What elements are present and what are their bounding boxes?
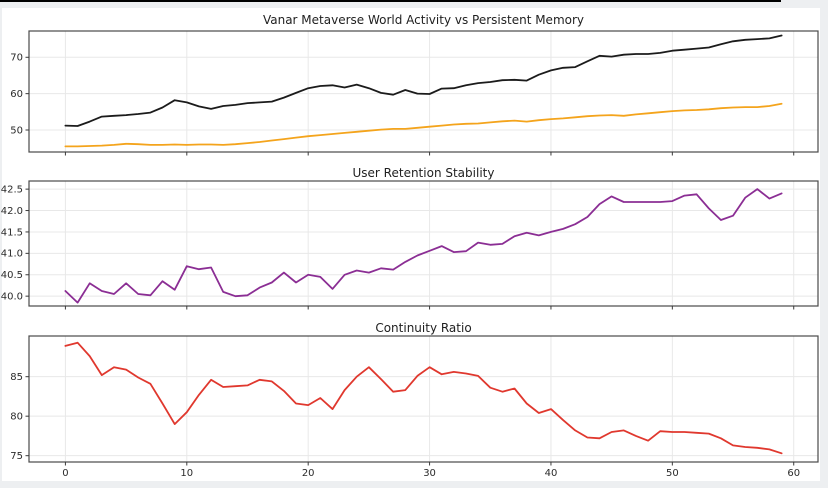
y-tick-label: 40.0 — [1, 292, 23, 303]
window-top-border — [0, 0, 781, 2]
x-tick-label: 10 — [180, 468, 193, 479]
y-tick-label: 80 — [10, 412, 23, 423]
panel2-axes: 40.0 40.5 41.0 41.5 42.0 42.5 — [1, 180, 819, 310]
tick-marks — [25, 188, 795, 310]
axes-spines — [28, 335, 819, 463]
x-tick-label: 20 — [302, 468, 315, 479]
panel1-title: Vanar Metaverse World Activity vs Persis… — [262, 13, 585, 27]
axes-spines — [28, 30, 819, 153]
x-tick-label: 50 — [666, 468, 679, 479]
panel1-axes: 50 60 70 — [10, 30, 819, 156]
y-tick-label: 40.5 — [1, 270, 23, 281]
y-tick-label: 42.5 — [1, 185, 23, 196]
tick-marks — [25, 376, 795, 466]
y-tick-label: 85 — [10, 372, 23, 383]
panel3-axes: 75 80 85 0 10 20 30 40 50 60 — [10, 335, 819, 479]
x-tick-label: 30 — [423, 468, 436, 479]
y-tick-label: 70 — [10, 53, 23, 64]
x-tick-label: 0 — [62, 468, 68, 479]
x-tick-label: 60 — [787, 468, 800, 479]
gridlines — [29, 336, 818, 462]
line-world-activity — [64, 34, 783, 127]
gridlines — [29, 181, 818, 306]
x-tick-label: 40 — [545, 468, 558, 479]
y-tick-label: 42.0 — [1, 206, 23, 217]
y-tick-label: 41.0 — [1, 249, 23, 260]
y-tick-label: 41.5 — [1, 227, 23, 238]
panel2-title: User Retention Stability — [352, 166, 495, 180]
axes-spines — [28, 180, 819, 307]
line-user-retention — [64, 188, 783, 304]
line-continuity-ratio — [64, 341, 783, 455]
tick-marks — [25, 56, 795, 156]
y-tick-label: 75 — [10, 451, 23, 462]
panel3-title: Continuity Ratio — [375, 321, 472, 335]
line-persistent-memory — [64, 102, 783, 148]
y-tick-label: 50 — [10, 125, 23, 136]
figure-canvas — [2, 8, 820, 481]
y-tick-label: 60 — [10, 89, 23, 100]
